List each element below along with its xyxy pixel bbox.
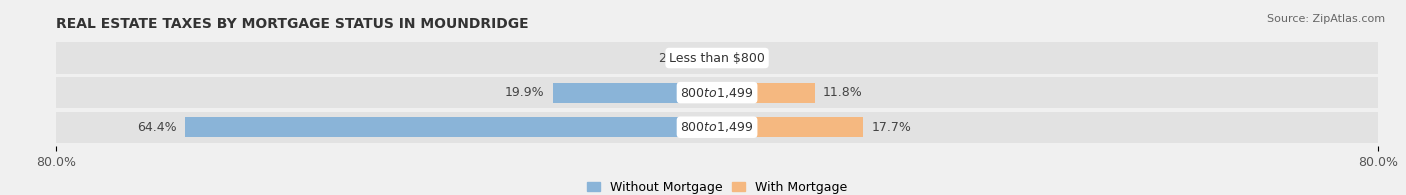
Text: $800 to $1,499: $800 to $1,499: [681, 86, 754, 100]
Bar: [717, 83, 814, 103]
Bar: [186, 117, 717, 137]
Text: 64.4%: 64.4%: [138, 121, 177, 134]
Bar: [553, 83, 717, 103]
Bar: [717, 117, 863, 137]
Bar: [56, 112, 1378, 143]
Text: REAL ESTATE TAXES BY MORTGAGE STATUS IN MOUNDRIDGE: REAL ESTATE TAXES BY MORTGAGE STATUS IN …: [56, 17, 529, 31]
Bar: [56, 43, 1378, 74]
Bar: [56, 77, 1378, 108]
Bar: [697, 48, 717, 68]
Legend: Without Mortgage, With Mortgage: Without Mortgage, With Mortgage: [582, 176, 852, 195]
Text: 11.8%: 11.8%: [823, 86, 862, 99]
Text: $800 to $1,499: $800 to $1,499: [681, 120, 754, 134]
Text: Source: ZipAtlas.com: Source: ZipAtlas.com: [1267, 14, 1385, 24]
Text: 2.3%: 2.3%: [658, 51, 690, 65]
Text: 19.9%: 19.9%: [505, 86, 544, 99]
Text: 17.7%: 17.7%: [872, 121, 911, 134]
Text: 0.0%: 0.0%: [725, 51, 758, 65]
Text: Less than $800: Less than $800: [669, 51, 765, 65]
